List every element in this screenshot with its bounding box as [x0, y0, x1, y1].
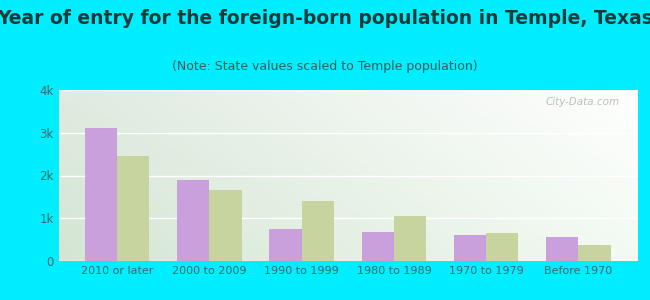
Text: (Note: State values scaled to Temple population): (Note: State values scaled to Temple pop…	[172, 60, 478, 73]
Bar	[269, 229, 302, 261]
Bar	[394, 216, 426, 261]
Bar	[578, 245, 611, 261]
Bar	[209, 190, 242, 261]
Bar	[117, 156, 150, 261]
Bar	[361, 232, 394, 261]
Bar	[84, 128, 117, 261]
Text: City-Data.com: City-Data.com	[545, 97, 619, 107]
Bar	[454, 235, 486, 261]
Bar	[177, 180, 209, 261]
Text: Year of entry for the foreign-born population in Temple, Texas: Year of entry for the foreign-born popul…	[0, 9, 650, 28]
Bar	[486, 233, 519, 261]
Bar	[302, 201, 334, 261]
Bar	[546, 237, 578, 261]
Legend: Temple, Texas: Temple, Texas	[266, 297, 429, 300]
